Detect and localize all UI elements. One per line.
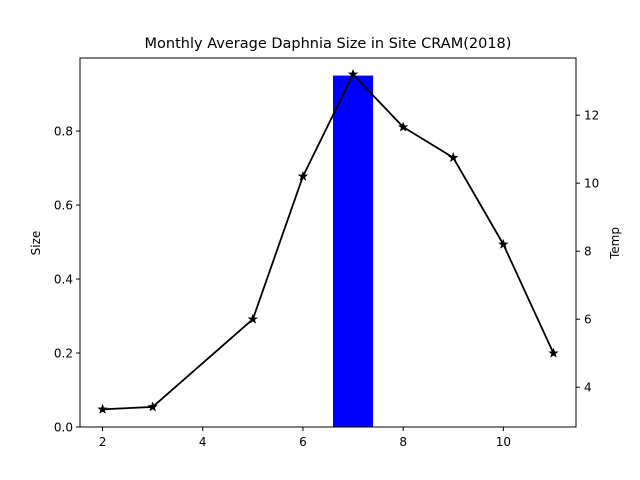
temperature-marker [498,238,509,249]
temperature-marker [297,170,309,181]
y-tick-label: 0.8 [54,125,73,139]
x-tick-label: 8 [399,435,407,449]
y2-tick-label: 6 [584,313,592,327]
y2-tick-label: 10 [584,177,599,191]
y2-tick-label: 4 [584,381,592,395]
temperature-marker [97,403,108,414]
y-tick-label: 0.6 [54,199,73,213]
y2-tick-label: 12 [584,109,599,123]
y-tick-label: 0.4 [54,273,73,287]
left-y-axis-ticks: 0.0 0.2 0.4 0.6 0.8 [54,125,80,435]
y-tick-label: 0.0 [54,421,73,435]
temperature-marker [147,401,158,412]
right-y-axis-label: Temp [608,227,622,260]
bar [333,75,374,428]
temperature-marker [247,313,259,324]
x-tick-label: 4 [199,435,207,449]
temperature-marker [347,68,359,79]
x-tick-label: 6 [299,435,307,449]
left-y-axis-label: Size [29,231,43,256]
temperature-marker [548,347,559,358]
x-tick-label: 10 [496,435,511,449]
x-tick-label: 2 [99,435,107,449]
chart-title: Monthly Average Daphnia Size in Site CRA… [145,36,512,52]
y2-tick-label: 8 [584,245,592,259]
temperature-marker [448,152,459,163]
plot-frame [79,57,577,428]
temperature-line-series [97,68,559,414]
x-axis-ticks: 2 4 6 8 10 [99,427,511,449]
temperature-marker [397,121,409,132]
bar-series [333,75,374,428]
y-tick-label: 0.2 [54,347,73,361]
right-y-axis-ticks: 4 6 8 10 12 [576,109,599,395]
